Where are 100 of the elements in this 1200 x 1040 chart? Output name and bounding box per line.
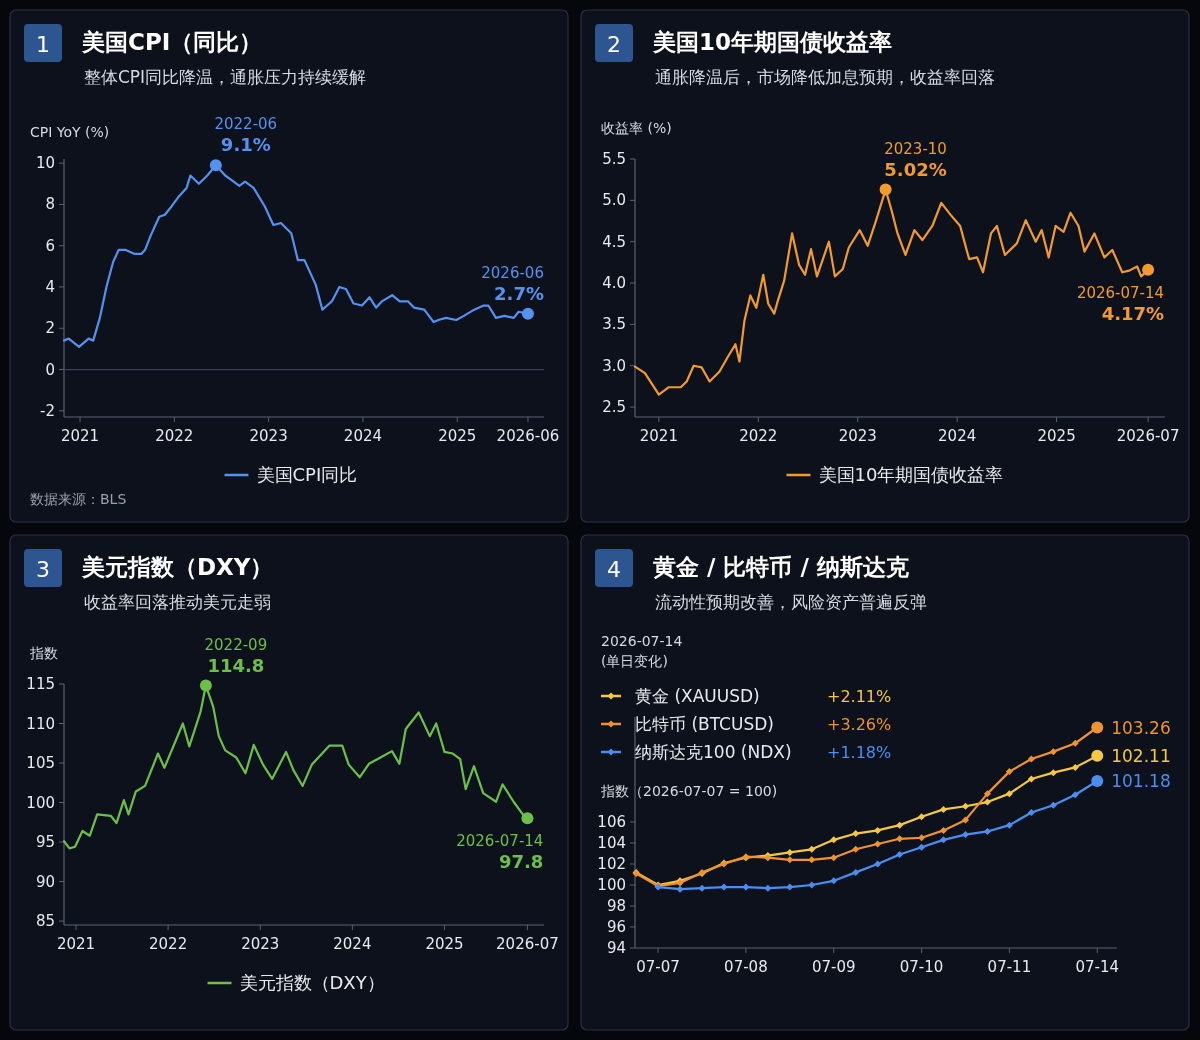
x-tick-label: 07-11 — [987, 958, 1032, 976]
x-tick-label: 2023 — [249, 427, 288, 445]
point — [896, 835, 904, 843]
point — [1049, 748, 1057, 756]
point — [1005, 821, 1013, 829]
y-tick-label: 100 — [26, 793, 55, 812]
point — [918, 843, 926, 851]
point — [786, 883, 794, 891]
y-tick-label: 104 — [597, 834, 626, 852]
point — [1027, 755, 1035, 763]
y-tick-label: 6 — [45, 236, 55, 255]
y-axis-title: 指数 — [29, 645, 58, 661]
y-tick-label: 0 — [45, 360, 55, 379]
y-tick-label: 3.5 — [602, 315, 626, 334]
x-tick-label: 2021 — [56, 935, 96, 953]
point — [1071, 791, 1079, 799]
point — [940, 805, 948, 813]
annotation: 2026-06 2.7% — [481, 263, 544, 304]
y-tick-label: 115 — [26, 675, 55, 693]
point — [874, 826, 882, 834]
point — [1027, 809, 1035, 817]
point — [874, 840, 882, 848]
y-tick-label: 102 — [597, 855, 626, 873]
text: 1 — [36, 32, 50, 57]
y-tick-label: 95 — [35, 833, 55, 852]
x-tick-label: 2023 — [241, 935, 280, 953]
point — [918, 813, 926, 821]
point — [940, 836, 948, 844]
annotation: 101.18 — [1111, 771, 1171, 792]
x-tick-label: 07-07 — [636, 958, 680, 976]
point — [808, 845, 816, 853]
point — [983, 827, 991, 835]
x-tick-label: 2022 — [739, 427, 778, 445]
legend-label: 美国CPI同比 — [256, 464, 358, 485]
x-tick-label: 2022 — [149, 935, 188, 953]
y-tick-label: 5.0 — [602, 191, 626, 210]
point — [786, 856, 794, 864]
x-tick-label: 07-08 — [724, 958, 768, 976]
point — [983, 798, 991, 806]
x-tick-label: 2025 — [1037, 427, 1076, 445]
point — [1027, 775, 1035, 783]
y-tick-label: 90 — [35, 872, 55, 891]
point — [764, 884, 772, 892]
y-tick-label: 94 — [606, 939, 626, 957]
x-tick-label: 07-10 — [899, 958, 944, 976]
point — [830, 854, 838, 862]
x-tick-label: 2023 — [838, 427, 877, 445]
point — [808, 856, 816, 864]
point — [1071, 739, 1079, 747]
y-tick-label: 10 — [35, 154, 55, 173]
x-tick-label: 2026-07 — [496, 935, 559, 953]
y-tick-label: 98 — [606, 897, 626, 915]
y-axis-title: 收益率 (%) — [601, 120, 672, 136]
chart-title: 黄金 / 比特币 / 纳斯达克 — [652, 554, 909, 580]
point — [742, 883, 750, 891]
point — [1005, 790, 1013, 798]
point — [983, 790, 991, 798]
text: 3 — [36, 557, 50, 582]
annotation: +3.26% — [827, 715, 892, 734]
legend-label: 纳斯达克100 (NDX) — [635, 742, 792, 762]
y-tick-label: 96 — [606, 918, 626, 936]
x-tick-label: 2024 — [343, 427, 383, 445]
x-tick-label: 07-09 — [811, 958, 856, 976]
x-tick-label: 2025 — [438, 427, 477, 445]
y-axis-title: 指数（2026-07-07 = 100) — [600, 783, 778, 799]
y-tick-label: 2.5 — [602, 398, 626, 417]
y-tick-label: 105 — [26, 754, 55, 773]
y-tick-label: 2 — [45, 319, 55, 338]
point — [676, 885, 684, 893]
annotation: 2023-10 5.02% — [884, 139, 947, 180]
chart-title: 美国CPI（同比） — [81, 29, 263, 55]
text: +2.11% — [827, 687, 892, 706]
chart-subtitle: 流动性预期改善，风险资产普遍反弹 — [655, 592, 927, 612]
x-tick-label: 2021 — [60, 427, 100, 445]
annotation: 2026-07-14 97.8 — [456, 832, 544, 873]
y-tick-label: 3.0 — [602, 356, 626, 375]
point — [918, 834, 926, 842]
legend-label: 比特币 (BTCUSD) — [635, 714, 774, 734]
x-tick-label: 2024 — [938, 427, 977, 445]
chart-subtitle: 收益率回落推动美元走弱 — [84, 592, 271, 612]
point — [961, 831, 969, 839]
chart-subtitle: 通胀降温后，市场降低加息预期，收益率回落 — [655, 67, 995, 87]
x-tick-label: 2025 — [425, 935, 464, 953]
y-tick-label: 5.5 — [602, 150, 626, 168]
point — [698, 884, 706, 892]
y-tick-label: -2 — [40, 401, 55, 420]
point — [808, 881, 816, 889]
source-note: 数据来源：BLS — [30, 491, 127, 507]
y-tick-label: 4.5 — [602, 232, 626, 251]
point — [1005, 768, 1013, 776]
chart-title: 美元指数（DXY） — [81, 554, 274, 580]
y-tick-label: 100 — [597, 876, 626, 894]
point — [940, 826, 948, 834]
x-tick-label: 2021 — [639, 427, 678, 445]
legend-title: 2026-07-14 (单日变化) — [601, 633, 683, 669]
point — [830, 836, 838, 844]
y-tick-label: 110 — [26, 714, 55, 733]
point — [786, 848, 794, 856]
x-tick-label: 2026-06 — [496, 427, 560, 445]
point — [720, 883, 728, 891]
